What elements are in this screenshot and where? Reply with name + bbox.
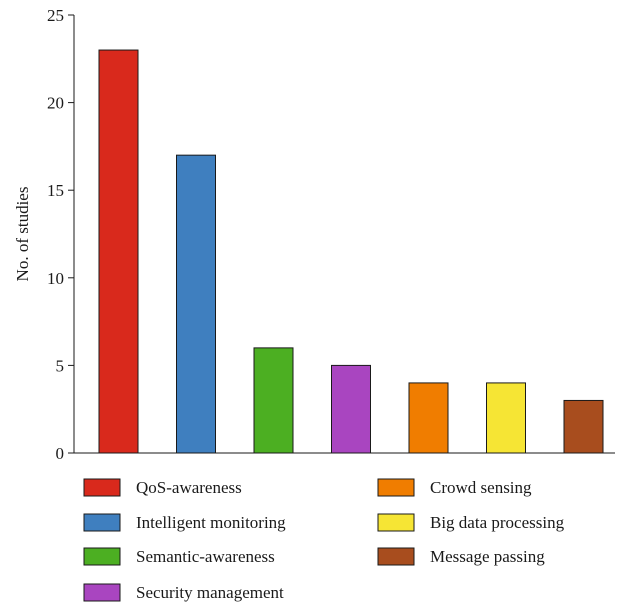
legend-label-semantic-awareness: Semantic-awareness xyxy=(136,547,275,566)
y-axis-label: No. of studies xyxy=(13,187,32,282)
legend-swatch-semantic-awareness xyxy=(83,547,121,566)
legend-swatch-message-passing xyxy=(377,547,415,566)
legend-label-qos-awareness: QoS-awareness xyxy=(136,478,242,497)
legend-swatch-big-data-processing xyxy=(377,513,415,532)
bar-semantic-awareness xyxy=(253,347,294,454)
legend-label-intelligent-monitoring: Intelligent monitoring xyxy=(136,513,286,532)
legend: QoS-awareness Intelligent monitoring Seman… xyxy=(83,478,565,602)
legend-swatch-qos-awareness xyxy=(83,478,121,497)
bar-message-passing xyxy=(563,399,604,454)
legend-swatch-security-management xyxy=(83,583,121,602)
y-tick-label: 0 xyxy=(56,444,65,463)
bar-intelligent-monitoring xyxy=(176,154,216,454)
legend-swatch-intelligent-monitoring xyxy=(83,513,121,532)
y-tick-label: 5 xyxy=(56,356,65,375)
legend-label-crowd-sensing: Crowd sensing xyxy=(430,478,532,497)
bar-qos-awareness xyxy=(98,49,139,454)
y-tick-label: 25 xyxy=(47,6,64,25)
y-tick-label: 20 xyxy=(47,94,64,113)
y-axis-ticks: 0 5 10 15 20 25 xyxy=(47,6,74,463)
legend-label-big-data-processing: Big data processing xyxy=(430,513,565,532)
bar-big-data-processing xyxy=(486,382,526,454)
legend-label-message-passing: Message passing xyxy=(430,547,545,566)
bars-group xyxy=(98,49,604,454)
bar-crowd-sensing xyxy=(408,382,449,454)
bar-security-management xyxy=(331,364,371,454)
y-tick-label: 15 xyxy=(47,181,64,200)
legend-label-security-management: Security management xyxy=(136,583,284,602)
legend-swatch-crowd-sensing xyxy=(377,478,415,497)
y-tick-label: 10 xyxy=(47,269,64,288)
